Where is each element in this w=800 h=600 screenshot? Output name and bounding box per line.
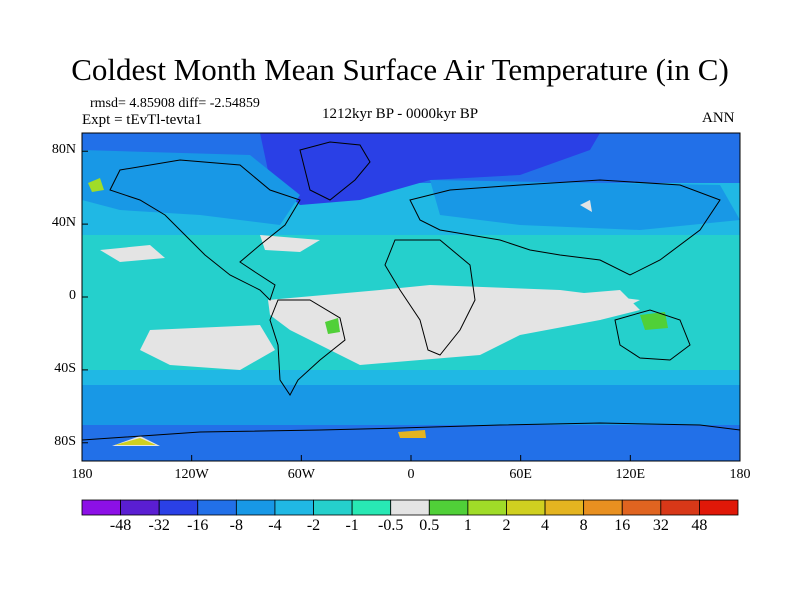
temperature-field (82, 133, 740, 461)
colorbar (81, 499, 739, 516)
stats-text: rmsd= 4.85908 diff= -2.54859 (90, 96, 260, 111)
colorbar-swatch (660, 499, 700, 516)
lon-tick-label: 120W (174, 467, 209, 482)
colorbar-label: 0.5 (419, 517, 440, 534)
lat-tick-label: 80S (54, 433, 76, 449)
colorbar-swatch (274, 499, 314, 516)
colorbar-swatch (158, 499, 199, 516)
colorbar-swatch (467, 499, 507, 516)
alaska-warm-spot (88, 178, 104, 192)
colorbar-label: -32 (148, 517, 170, 534)
lat-tick-label: 0 (69, 288, 76, 303)
colorbar-label: -48 (109, 517, 132, 534)
colorbar-swatch (506, 499, 546, 516)
period-text: 1212kyr BP - 0000kyr BP (321, 106, 479, 122)
lon-tick-label: 180 (729, 467, 751, 482)
lon-tick-label: 60E (509, 467, 532, 482)
colorbar-label: 32 (652, 517, 669, 534)
colorbar-label: 16 (614, 517, 631, 534)
colorbar-label: 2 (502, 517, 511, 534)
south-atlantic-near-zero-region (268, 285, 640, 365)
antarctic-warm-spot (398, 430, 426, 438)
experiment-text: Expt = tEvTl-tevta1 (82, 112, 203, 128)
colorbar-label: -0.5 (378, 517, 404, 534)
colorbar-swatch (313, 499, 353, 516)
lat-tick-label: 80N (51, 142, 76, 158)
colorbar-swatch (235, 499, 276, 516)
greenland-cold-region (260, 133, 600, 205)
colorbar-swatch (351, 499, 392, 516)
tick-marks (81, 150, 741, 461)
season-text: ANN (702, 110, 735, 126)
colorbar-label: -1 (345, 517, 359, 534)
atlantic-near-zero-region (260, 235, 320, 252)
coastlines (82, 141, 740, 441)
colorbar-label: 1 (463, 517, 472, 534)
colorbar-swatch (81, 499, 121, 516)
colorbar-label: -16 (187, 517, 209, 534)
colorbar-swatch (621, 499, 662, 516)
map-title: Coldest Month Mean Surface Air Temperatu… (71, 52, 729, 87)
colorbar-swatch (197, 499, 237, 516)
lon-tick-label: 0 (407, 467, 415, 482)
colorbar-label: -8 (229, 517, 243, 534)
lat-tick-label: 40N (51, 215, 76, 231)
brazil-warm-spot (325, 318, 340, 334)
lon-tick-label: 120E (615, 467, 646, 482)
lat-tick-label: 40S (54, 360, 76, 376)
lon-tick-label: 60W (287, 467, 315, 482)
indian-ocean-near-zero-region (560, 290, 640, 320)
colorbar-label: 48 (691, 517, 708, 534)
colorbar-swatch (583, 499, 623, 516)
south-pacific-near-zero-region (140, 325, 275, 370)
north-america-cool-region (82, 150, 300, 225)
lon-tick-label: 180 (71, 467, 93, 482)
east-pacific-near-zero-region (100, 245, 165, 262)
colorbar-swatch (544, 499, 585, 516)
colorbar-swatch (699, 499, 739, 516)
colorbar-label: -4 (268, 517, 282, 534)
australia-warm-spot (640, 312, 668, 330)
central-asia-spot (580, 200, 592, 212)
colorbar-label: 8 (579, 517, 588, 534)
colorbar-swatch (390, 499, 430, 516)
colorbar-label: -2 (306, 517, 321, 534)
southern-ocean-band (82, 385, 740, 425)
colorbar-swatch (428, 499, 469, 516)
colorbar-swatch (120, 499, 160, 516)
ross-warm-core (115, 438, 156, 445)
colorbar-label: 4 (541, 517, 550, 534)
